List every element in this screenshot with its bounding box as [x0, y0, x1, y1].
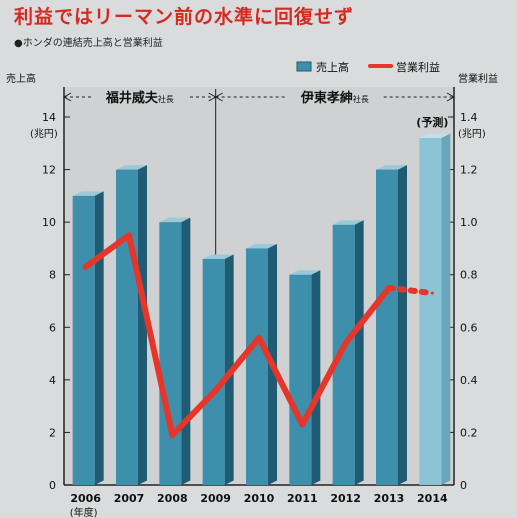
- left-tick-label: 2: [49, 426, 56, 439]
- left-tick-label: 12: [42, 164, 56, 177]
- profit-point: [300, 423, 304, 427]
- profit-point: [344, 341, 348, 345]
- left-tick-label: 14: [42, 111, 56, 124]
- left-tick-label: 4: [49, 374, 56, 387]
- right-axis-title: 営業利益: [458, 72, 498, 85]
- profit-line-forecast: [386, 284, 436, 297]
- left-tick-label: 6: [49, 321, 56, 334]
- x-tick-label: 2010: [244, 492, 275, 505]
- right-tick-label: 0: [460, 479, 467, 492]
- bar: [246, 248, 268, 485]
- period-arrow-left: [62, 92, 72, 102]
- left-axis-title: 売上高: [6, 72, 36, 85]
- right-tick-label: 0.8: [460, 269, 478, 282]
- x-axis-unit: (年度): [70, 506, 98, 518]
- left-tick-label: 8: [49, 269, 56, 282]
- profit-point: [170, 433, 174, 437]
- bar: [202, 258, 225, 485]
- right-tick-label: 0.4: [460, 374, 478, 387]
- bar-side: [398, 165, 407, 486]
- x-tick-label: 2011: [287, 492, 318, 505]
- bar-top: [159, 217, 191, 223]
- chart-subtitle: ●ホンダの連結売上高と営業利益: [14, 38, 163, 49]
- period-arrow-right: [446, 92, 456, 102]
- bar-side: [94, 191, 104, 485]
- x-tick-label: 2009: [200, 492, 231, 505]
- bar: [116, 169, 138, 486]
- period-label-bg: [286, 88, 383, 106]
- chart-title: 利益ではリーマン前の水準に回復せず: [14, 6, 355, 28]
- x-tick-label: 2007: [114, 492, 145, 505]
- bar: [159, 222, 182, 485]
- profit-line: [82, 232, 392, 439]
- legend-bar-label: 売上高: [316, 60, 349, 74]
- bar-top: [289, 270, 321, 275]
- right-tick-label: 1.4: [460, 111, 478, 124]
- bar: [72, 195, 95, 485]
- bar-top: [419, 133, 451, 139]
- bar-side: [311, 270, 321, 485]
- bar-side: [354, 220, 364, 485]
- bar: [376, 169, 398, 486]
- profit-point: [430, 291, 434, 295]
- profit-point: [127, 233, 131, 237]
- profit-point: [214, 388, 218, 392]
- bar: [419, 138, 442, 485]
- bar-top: [332, 220, 364, 225]
- profit-point: [257, 336, 261, 340]
- legend-line-label: 営業利益: [396, 60, 440, 74]
- bar-side: [441, 133, 451, 485]
- left-axis-unit: (兆円): [30, 128, 58, 140]
- period-label: 伊東孝紳社長: [300, 90, 369, 106]
- bar-top: [72, 191, 104, 196]
- bar: [289, 274, 312, 485]
- right-tick-label: 1.2: [460, 164, 478, 177]
- profit-point: [387, 286, 391, 290]
- x-tick-label: 2012: [330, 492, 361, 505]
- forecast-annotation: (予測): [416, 115, 448, 129]
- bar-top: [116, 165, 147, 170]
- left-tick-label: 10: [42, 216, 56, 229]
- period-label-suffix: 社長: [158, 94, 174, 104]
- x-tick-label: 2006: [70, 492, 101, 505]
- period-label: 福井威夫社長: [105, 90, 174, 106]
- bar-side: [181, 217, 191, 485]
- legend-bar-swatch: [296, 61, 312, 72]
- x-tick-label: 2013: [374, 492, 405, 505]
- bar: [332, 224, 355, 485]
- right-tick-label: 1.0: [460, 216, 478, 229]
- bar-side: [138, 165, 147, 486]
- right-axis-unit: (兆円): [458, 128, 486, 140]
- profit-point: [84, 265, 88, 269]
- period-label-bg: [91, 88, 188, 106]
- bar-top: [202, 254, 234, 259]
- bar-top: [246, 243, 277, 249]
- x-tick-label: 2008: [157, 492, 188, 505]
- period-label-suffix: 社長: [353, 94, 369, 104]
- bar-top: [376, 165, 407, 170]
- right-tick-label: 0.6: [460, 321, 478, 334]
- right-tick-label: 0.2: [460, 426, 478, 439]
- x-tick-label: 2014: [417, 492, 448, 505]
- left-tick-label: 0: [49, 479, 56, 492]
